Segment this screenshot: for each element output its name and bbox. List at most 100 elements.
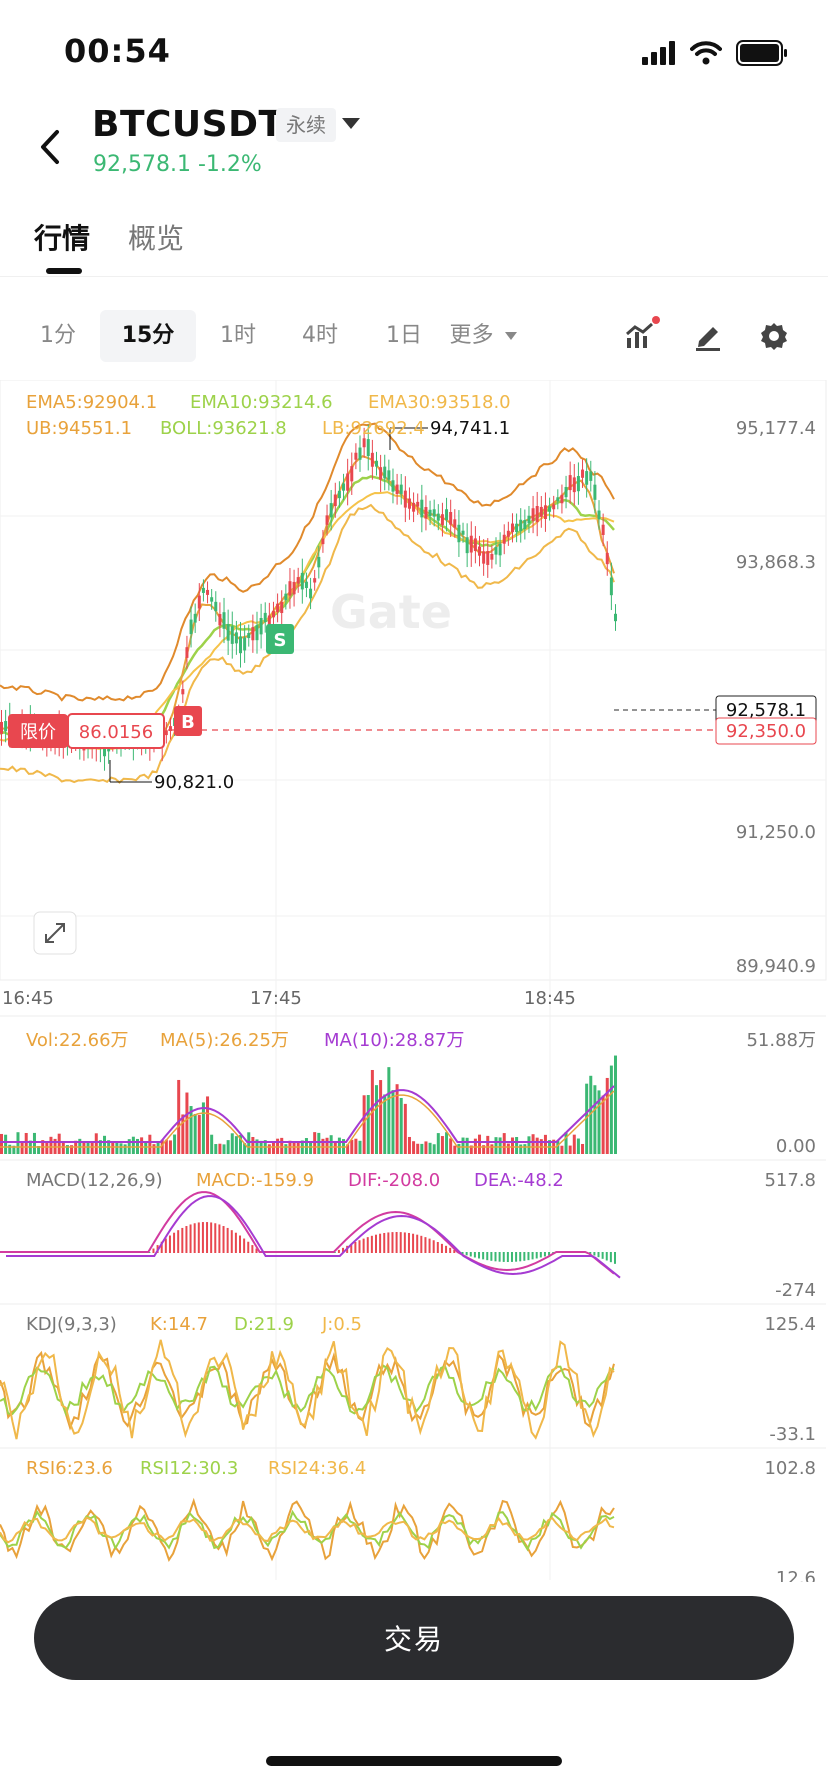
candle-body xyxy=(206,589,210,595)
candle-body xyxy=(506,530,510,537)
volume-bar xyxy=(140,1137,144,1154)
candle-body xyxy=(366,439,370,456)
candle-body xyxy=(445,509,449,521)
macd-histogram-bar xyxy=(358,1240,361,1253)
battery-icon xyxy=(736,40,787,66)
candle-body xyxy=(593,484,597,500)
macd-histogram-bar xyxy=(239,1235,242,1253)
volume-bar xyxy=(82,1142,86,1154)
settings-button[interactable] xyxy=(756,318,792,354)
macd-histogram-bar xyxy=(164,1238,167,1253)
macd-histogram-bar xyxy=(168,1235,171,1253)
volume-bar xyxy=(597,1090,601,1154)
candle-body xyxy=(614,613,617,622)
interval-4h[interactable]: 4时 xyxy=(302,323,338,348)
macd-histogram-bar xyxy=(548,1252,551,1256)
macd-value-label: MACD:-159.9 xyxy=(196,1170,315,1191)
macd-histogram-bar xyxy=(251,1245,254,1253)
candle-body xyxy=(597,510,601,520)
low-price-label: 90,821.0 xyxy=(154,772,234,793)
interval-1m[interactable]: 1分 xyxy=(40,323,76,348)
kline-chart[interactable]: 94,741.1 90,821.0 Gate 92,578.192,350.0 限价 86… xyxy=(0,380,828,1580)
macd-histogram-bar xyxy=(148,1252,151,1253)
candle-body xyxy=(251,627,255,641)
limit-tag-value: 86.0156 xyxy=(79,722,153,743)
volume-bar xyxy=(469,1145,473,1154)
draw-button[interactable] xyxy=(690,318,726,354)
macd-histogram-bar xyxy=(535,1252,538,1259)
interval-more[interactable]: 更多 xyxy=(448,310,518,362)
volume-bar xyxy=(152,1144,156,1154)
contract-type-tag[interactable]: 永续 xyxy=(276,108,336,142)
volume-bar xyxy=(494,1137,498,1154)
indicator-button[interactable] xyxy=(622,316,660,354)
candle-body xyxy=(576,476,580,492)
volume-bar xyxy=(304,1138,308,1154)
boll-upper-line xyxy=(0,422,615,702)
candle-body xyxy=(168,726,172,732)
macd-histogram-bar xyxy=(465,1252,468,1256)
volume-bar xyxy=(387,1067,391,1154)
macd-histogram-bar xyxy=(152,1248,155,1253)
macd-histogram-bar xyxy=(177,1230,180,1253)
caret-down-icon[interactable] xyxy=(342,118,360,129)
volume-bar xyxy=(605,1077,609,1154)
macd-histogram-bar xyxy=(243,1238,246,1253)
candle-body xyxy=(197,595,201,609)
macd-histogram-bar xyxy=(374,1234,377,1253)
candle-body xyxy=(527,515,531,524)
y-axis-tick: 89,940.9 xyxy=(735,956,816,977)
candle-body xyxy=(453,519,457,528)
volume-bar xyxy=(103,1135,107,1154)
volume-bar xyxy=(366,1095,370,1154)
chart-area[interactable]: 94,741.1 90,821.0 Gate 92,578.1 92,350.0 限价 86… xyxy=(0,380,828,1582)
macd-histogram-bar xyxy=(333,1252,336,1253)
macd-histogram-bar xyxy=(482,1252,485,1260)
candle-body xyxy=(276,603,280,613)
macd-histogram-bar xyxy=(502,1252,505,1262)
macd-histogram-bar xyxy=(436,1242,439,1253)
candle-body xyxy=(568,475,572,491)
volume-bar xyxy=(86,1142,90,1154)
ema30-label: EMA30:93518.0 xyxy=(368,392,511,413)
macd-histogram-bar xyxy=(354,1242,357,1253)
time-axis-tick: 16:45 xyxy=(2,988,54,1009)
volume-bar xyxy=(581,1143,585,1154)
volume-bar xyxy=(111,1142,115,1154)
interval-1h[interactable]: 1时 xyxy=(220,323,256,348)
tab-overview[interactable]: 概览 xyxy=(128,222,185,255)
macd-histogram-bar xyxy=(515,1252,518,1262)
candle-body xyxy=(201,587,205,593)
kdj-d-label: D:21.9 xyxy=(234,1314,295,1335)
candle-body xyxy=(424,507,428,519)
candle-body xyxy=(292,581,296,595)
volume-bar xyxy=(498,1137,502,1154)
divider xyxy=(0,276,828,277)
macd-histogram-bar xyxy=(539,1252,542,1258)
volume-bar xyxy=(482,1145,486,1154)
volume-bar xyxy=(271,1142,275,1154)
macd-histogram-bar xyxy=(181,1227,184,1253)
ub-label: UB:94551.1 xyxy=(26,418,133,439)
volume-bar xyxy=(515,1137,519,1154)
macd-histogram-bar xyxy=(449,1247,452,1253)
time-axis-tick: 18:45 xyxy=(524,988,576,1009)
symbol-title[interactable]: BTCUSDT xyxy=(92,104,284,145)
candle-body xyxy=(370,452,374,467)
macd-histogram-bar xyxy=(490,1252,493,1261)
macd-histogram-bar xyxy=(519,1252,522,1262)
volume-bar xyxy=(568,1145,572,1154)
interval-selector: 1分 15分 1时 4时 1日 更多 xyxy=(0,310,828,366)
interval-15m[interactable]: 15分 xyxy=(100,310,196,362)
interval-1d[interactable]: 1日 xyxy=(386,323,422,348)
volume-bar xyxy=(593,1085,597,1154)
vol-axis-max: 51.88万 xyxy=(746,1030,816,1051)
candle-body xyxy=(329,503,333,518)
tab-quotes[interactable]: 行情 xyxy=(34,222,91,255)
candle-body xyxy=(428,509,432,516)
time-axis-tick: 17:45 xyxy=(250,988,302,1009)
back-button[interactable] xyxy=(30,122,70,172)
trade-button[interactable]: 交易 xyxy=(34,1596,794,1680)
pencil-icon xyxy=(696,327,720,351)
candle-body xyxy=(486,551,490,565)
